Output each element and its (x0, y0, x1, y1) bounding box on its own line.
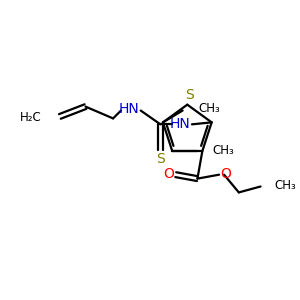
Text: CH₃: CH₃ (274, 179, 296, 192)
Text: O: O (164, 167, 174, 181)
Text: O: O (220, 167, 232, 181)
Text: CH₃: CH₃ (213, 143, 234, 157)
Text: CH₃: CH₃ (198, 102, 220, 115)
Text: HN: HN (170, 117, 190, 131)
Text: HN: HN (118, 102, 139, 116)
Text: H₂C: H₂C (20, 111, 42, 124)
Text: S: S (185, 88, 194, 102)
Text: S: S (156, 152, 165, 166)
